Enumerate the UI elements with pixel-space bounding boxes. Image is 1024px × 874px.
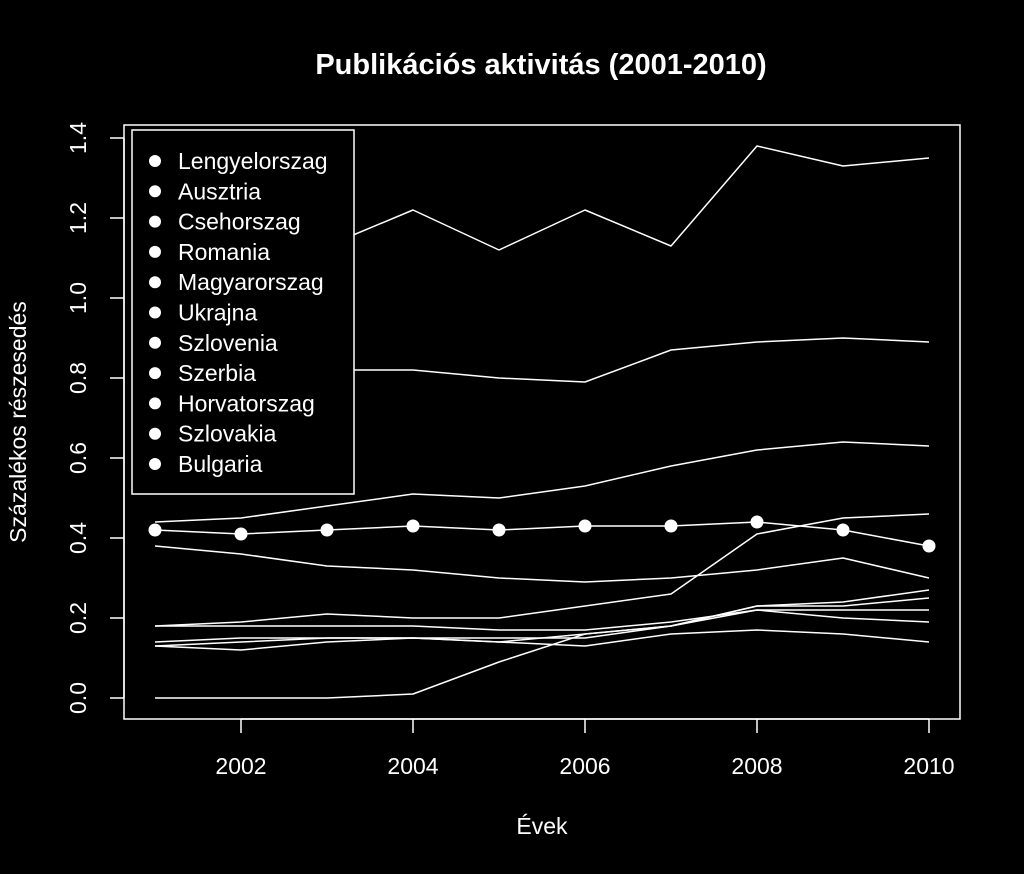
legend-marker	[149, 245, 161, 258]
series-point	[922, 539, 936, 553]
legend-entry-label: Ukrajna	[178, 300, 257, 326]
x-axis: 2002 2004 2006 2008 2010	[215, 718, 955, 779]
series-point	[234, 527, 248, 541]
legend-entry-label: Bulgaria	[178, 451, 263, 477]
series-point	[664, 519, 678, 533]
series-line-10	[154, 629, 930, 647]
x-tick-label: 2010	[903, 753, 954, 779]
legend-entry-label: Csehorszag	[178, 209, 301, 235]
series-line-8	[154, 609, 929, 643]
x-tick-label: 2002	[215, 753, 266, 779]
y-axis-label: Százalékos részesedés	[5, 301, 31, 543]
legend-marker	[149, 458, 161, 470]
x-tick-label: 2008	[731, 753, 782, 779]
series-point	[406, 519, 420, 533]
legend-marker	[149, 155, 161, 167]
legend-entry-label: Szerbia	[178, 360, 256, 386]
legend-entry-label: Lengyelorszag	[178, 148, 328, 174]
series-point	[320, 523, 334, 537]
series-point	[492, 523, 506, 537]
legend-box	[131, 129, 355, 495]
series-line-9	[155, 609, 930, 631]
series-line-4	[154, 513, 930, 627]
series-point	[578, 519, 592, 533]
x-tick-label: 2006	[559, 753, 610, 779]
legend-marker	[149, 367, 161, 380]
legend-marker	[149, 397, 161, 410]
legend-entry-label: Szlovenia	[178, 330, 278, 356]
y-tick-label: 1.2	[65, 202, 91, 234]
chart-title: Publikációs aktivitás (2001-2010)	[315, 49, 766, 81]
x-axis-label: Évek	[516, 813, 568, 839]
legend-marker	[149, 306, 161, 319]
legend-entry-label: Horvatorszag	[178, 390, 315, 416]
series-line-11	[155, 597, 930, 699]
y-tick-label: 1.0	[65, 282, 91, 314]
legend-entry-label: Ausztria	[178, 178, 261, 204]
legend-marker	[149, 185, 161, 198]
series-line-6	[154, 545, 930, 583]
y-tick-label: 0.8	[65, 362, 91, 394]
legend: Lengyelorszag Ausztria Csehorszag Romania Ma…	[131, 129, 355, 495]
x-tick-label: 2004	[387, 753, 438, 779]
legend-entry-label: Romania	[178, 239, 270, 265]
legend-marker	[149, 336, 161, 349]
series-point	[750, 515, 764, 529]
y-tick-label: 0.6	[65, 442, 91, 474]
legend-entry-label: Magyarorszag	[178, 269, 324, 295]
y-axis: 0.0 0.2 0.4 0.6 0.8 1.0 1.2 1.4	[65, 122, 125, 714]
legend-entry-label: Szlovakia	[178, 421, 277, 447]
y-tick-label: 1.4	[65, 122, 91, 154]
series-line-5	[154, 521, 930, 547]
legend-marker	[149, 427, 161, 440]
y-tick-label: 0.2	[65, 602, 91, 634]
series-line-3	[154, 441, 930, 523]
series-point	[836, 523, 850, 537]
y-tick-label: 0.0	[65, 682, 91, 714]
series-point	[148, 523, 162, 537]
legend-marker	[149, 215, 161, 228]
y-tick-label: 0.4	[65, 522, 91, 554]
legend-marker	[149, 276, 161, 289]
